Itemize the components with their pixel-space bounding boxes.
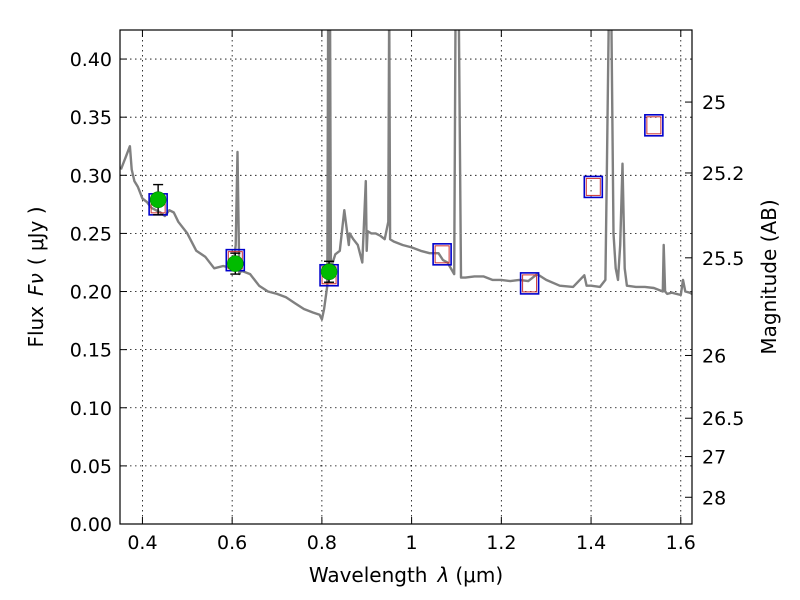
y-axis-label: FluxFν( μJy ) [24,206,48,347]
y2-tick-label: 27 [702,447,726,469]
x-tick-label: 0.8 [307,532,337,554]
y2-tick-label: 26.5 [702,408,744,430]
y2-tick-label: 28 [702,487,726,509]
plot-area [120,30,692,321]
y2-axis-label: Magnitude (AB) [757,199,781,354]
x-tick-label: 1.4 [576,532,606,554]
x-tick-label: 1.6 [666,532,696,554]
y-tick-label: 0.05 [70,456,112,478]
model-box [432,243,452,266]
model-box-inner [522,274,538,293]
y-tick-label: 0.00 [70,514,112,536]
axis-ticks: 0.4 0.6 0.8 1 1.2 1.4 1.6 0.00 0.05 0.10 0.15 0.20 0… [70,30,744,554]
plot-frame [119,29,693,525]
x-axis-label: Wavelength λ (μm) [309,563,503,587]
model-box-inner [646,116,662,135]
y-tick-label: 0.20 [70,282,112,304]
observed-point [149,191,167,209]
model-box [583,175,604,199]
model-box [519,272,540,295]
observed-point [320,263,338,281]
x-tick-label: 0.4 [127,532,157,554]
y-tick-label: 0.25 [70,223,112,245]
model-box [644,114,664,137]
y-tick-label: 0.30 [70,165,112,187]
y-tick-label: 0.15 [70,340,112,362]
y2-tick-label: 25.2 [702,163,744,185]
y-tick-label: 0.35 [70,107,112,129]
x-tick-label: 0.6 [217,532,247,554]
y-tick-label: 0.40 [70,49,112,71]
x-tick-label: 1 [406,532,418,554]
y2-tick-label: 25.5 [702,248,744,270]
spectrum-line [120,30,692,321]
observed-point [226,255,244,272]
model-box-inner [434,245,450,264]
model-box-inner [585,177,601,196]
y2-tick-label: 25 [702,92,726,114]
y-tick-label: 0.10 [70,398,112,420]
y2-tick-label: 26 [702,345,726,367]
x-tick-label: 1.2 [486,532,516,554]
